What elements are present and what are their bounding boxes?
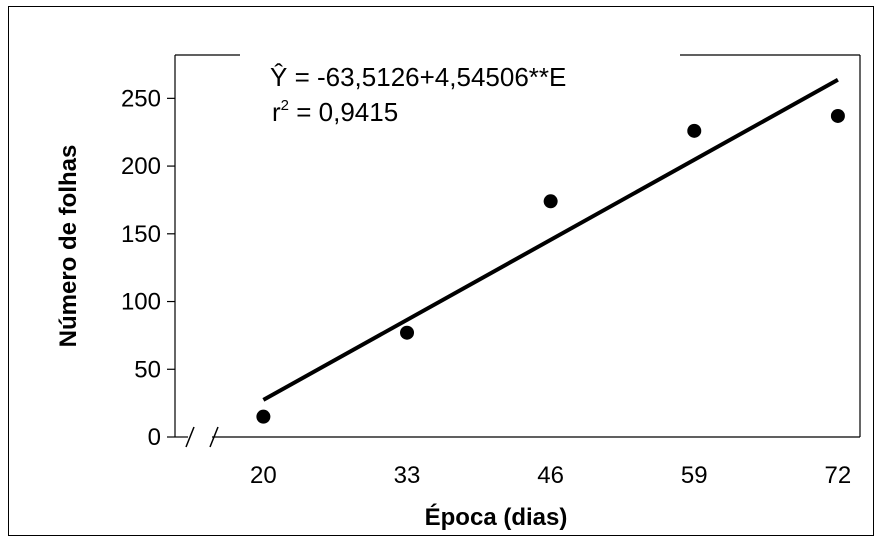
equation-annotation: Ŷ = -63,5126+4,54506**E [270,62,566,92]
x-tick-label: 33 [394,462,421,489]
regression-line [262,77,839,402]
data-point [830,108,845,123]
y-tick-label: 250 [121,85,161,112]
x-tick-label: 46 [537,462,564,489]
y-tick-label: 200 [121,153,161,180]
axis-break-marks [185,426,219,448]
data-point [256,409,271,424]
y-tick-label: 50 [134,356,161,383]
figure-frame [8,6,874,536]
x-axis-title: Época (dias) [425,503,568,531]
regression-line-layer [262,77,839,402]
y-tick-label: 150 [121,221,161,248]
data-points [256,108,845,424]
x-tick-label: 20 [250,462,277,489]
y-tick-label: 0 [148,424,161,451]
x-tick-label: 59 [681,462,708,489]
axis-break-mark [185,426,195,448]
plot-frame [174,54,861,438]
data-point [400,325,415,340]
y-axis-ticks: 0 50 100 150 200 250 [121,85,175,451]
r-squared-annotation: r2 = 0,9415 [272,97,398,127]
data-point [543,194,558,209]
y-axis-title: Número de folhas [55,145,82,348]
axis-break-mark [209,426,219,448]
x-axis-ticks: 20 33 46 59 72 [250,462,851,489]
y-tick-label: 100 [121,289,161,316]
x-tick-label: 72 [825,462,852,489]
data-point [687,123,702,138]
